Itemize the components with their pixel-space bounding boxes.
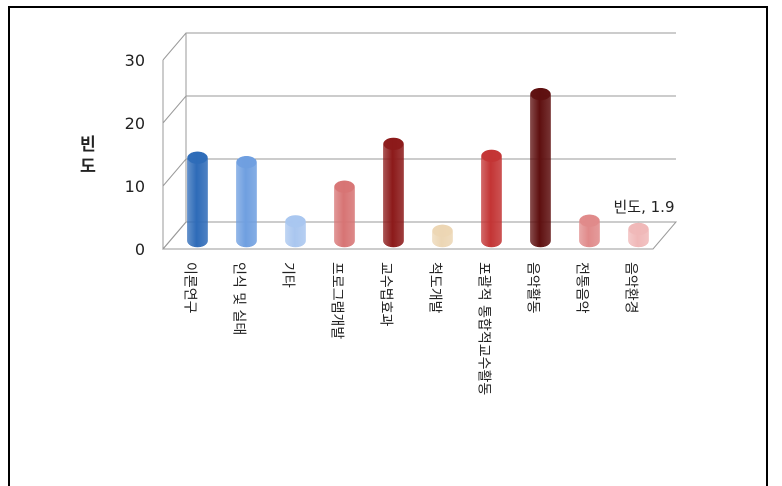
x-tick-label: 포괄적 통합적교수활동	[476, 262, 492, 395]
x-tick-label: 이론연구	[182, 262, 198, 314]
x-tick-label: 음악환경	[623, 262, 639, 314]
bar	[236, 156, 257, 248]
bar	[383, 137, 404, 248]
y-tick-label: 10	[125, 177, 145, 196]
bar-cap	[285, 215, 306, 228]
bar-cap	[481, 149, 502, 162]
gridline	[162, 32, 676, 61]
bar-cap	[334, 180, 355, 193]
y-tick-label: 0	[135, 240, 145, 259]
x-tick-label: 기타	[280, 262, 296, 288]
bar-cap	[187, 151, 208, 164]
gridline	[162, 158, 676, 187]
gridline	[162, 221, 676, 250]
bar-cap	[236, 156, 257, 169]
x-tick-label: 척도개발	[427, 262, 443, 314]
y-tick-label: 30	[125, 51, 145, 70]
bar-body	[383, 137, 404, 248]
bar-cap	[432, 224, 453, 237]
bars	[187, 87, 649, 248]
bar	[481, 149, 502, 248]
y-tick-label: 20	[125, 114, 145, 133]
x-tick-label: 프로그램개발	[329, 262, 345, 339]
bar-body	[481, 149, 502, 248]
bar	[187, 151, 208, 248]
data-label: 빈도, 1.9	[614, 198, 675, 216]
x-tick-label: 교수법효과	[378, 262, 394, 327]
bar-cap	[628, 223, 649, 236]
bar	[285, 215, 306, 248]
bar-cap	[579, 214, 600, 227]
x-tick-label: 인식 및 실태	[231, 262, 247, 335]
gridline	[162, 95, 676, 124]
bar-cap	[530, 88, 551, 101]
x-tick-label: 음악활동	[525, 262, 541, 314]
bar-body	[187, 151, 208, 248]
x-tick-label: 전통음악	[574, 262, 590, 314]
bar	[432, 224, 453, 248]
y-axis: 0 10 20 30	[125, 51, 145, 259]
bar-body	[530, 87, 551, 248]
bar-cap	[383, 137, 404, 150]
gridlines	[162, 32, 676, 250]
bar-body	[236, 156, 257, 248]
x-axis: 이론연구 인식 및 실태 기타 프로그램개발 교수법효과 척도개발 포괄적 통합적교수활동 음…	[182, 262, 639, 395]
chart-frame	[8, 6, 768, 486]
bar	[530, 87, 551, 248]
bar	[334, 180, 355, 248]
bar	[579, 214, 600, 248]
bar	[628, 222, 649, 248]
